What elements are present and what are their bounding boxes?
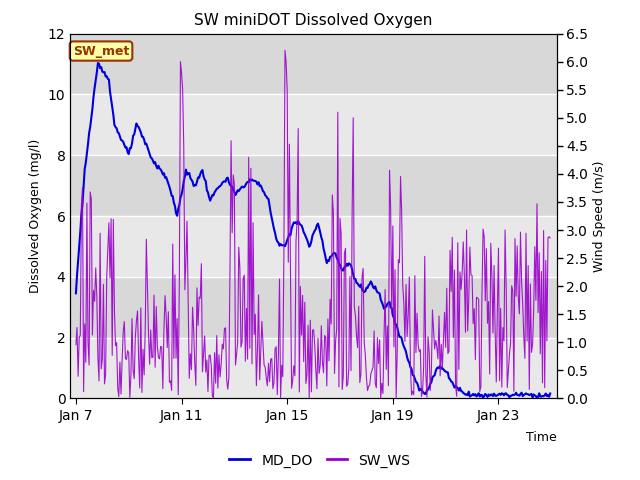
- Legend: MD_DO, SW_WS: MD_DO, SW_WS: [224, 448, 416, 473]
- Title: SW miniDOT Dissolved Oxygen: SW miniDOT Dissolved Oxygen: [195, 13, 433, 28]
- Bar: [70, 277, 557, 337]
- Bar: [70, 155, 557, 216]
- Bar: [70, 337, 557, 398]
- Text: Time: Time: [526, 431, 557, 444]
- Y-axis label: Dissolved Oxygen (mg/l): Dissolved Oxygen (mg/l): [29, 139, 42, 293]
- Bar: [70, 95, 557, 155]
- Text: SW_met: SW_met: [73, 45, 129, 58]
- Bar: [70, 34, 557, 95]
- Bar: [70, 216, 557, 277]
- Y-axis label: Wind Speed (m/s): Wind Speed (m/s): [593, 160, 606, 272]
